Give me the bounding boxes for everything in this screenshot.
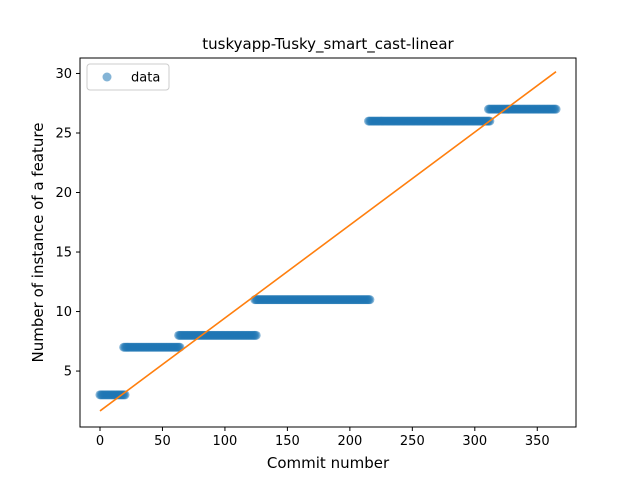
x-tick-label: 350	[525, 434, 550, 449]
y-tick-label: 5	[64, 365, 72, 380]
series-data-points	[95, 104, 561, 400]
legend-box	[86, 63, 170, 91]
y-tick-label: 25	[55, 126, 72, 141]
x-tick-label: 150	[275, 434, 300, 449]
legend-marker	[102, 72, 112, 82]
x-tick-label: 0	[96, 434, 104, 449]
chart-title: tuskyapp-Tusky_smart_cast-linear	[202, 35, 454, 54]
y-axis-label: Number of instance of a feature	[29, 123, 47, 363]
x-tick-label: 200	[337, 434, 362, 449]
y-tick-label: 10	[55, 305, 72, 320]
y-tick-label: 20	[55, 186, 72, 201]
tick-group: 0 50 100 150 200 250 300 350 5 10 15 20 25 30	[55, 67, 549, 449]
x-tick-label: 300	[462, 434, 487, 449]
legend: data	[86, 63, 170, 91]
plot-area	[95, 71, 561, 412]
x-tick-label: 250	[400, 434, 425, 449]
axes-frame	[79, 57, 577, 428]
x-axis-label: Commit number	[267, 454, 390, 472]
x-tick-label: 100	[213, 434, 238, 449]
data-point	[120, 390, 130, 400]
y-tick-label: 30	[55, 67, 72, 82]
linear-fit-line	[99, 71, 557, 412]
data-point	[551, 104, 561, 114]
data-point	[251, 330, 261, 340]
x-tick-label: 50	[154, 434, 171, 449]
data-point	[365, 295, 375, 305]
legend-entry-label: data	[131, 71, 160, 86]
y-tick-label: 15	[55, 246, 72, 261]
data-point	[175, 342, 185, 352]
